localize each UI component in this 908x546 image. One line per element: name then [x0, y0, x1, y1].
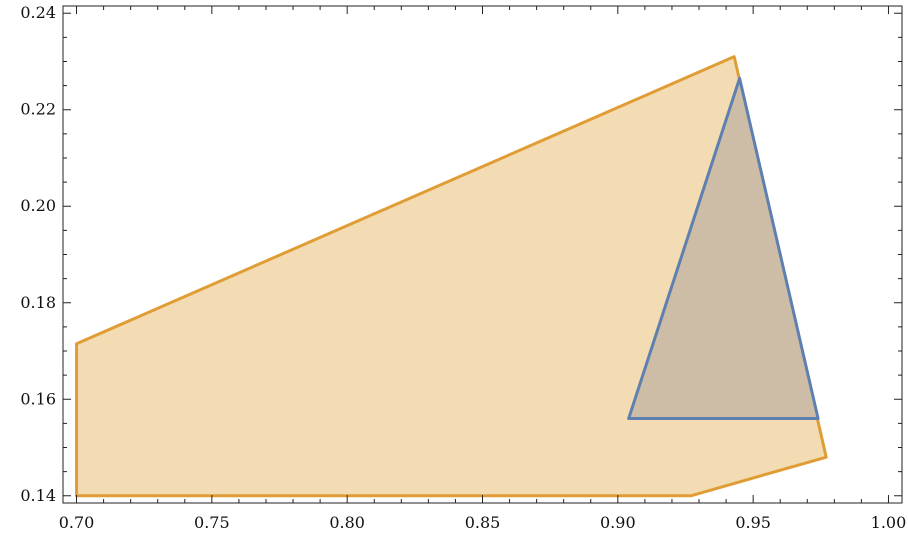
x-tick-label: 0.80 [329, 513, 365, 532]
y-tick-label: 0.16 [20, 389, 56, 408]
x-tick-label: 0.95 [735, 513, 771, 532]
y-tick-label: 0.18 [20, 293, 56, 312]
axis-ticks [63, 6, 902, 503]
x-tick-label: 1.00 [871, 513, 907, 532]
plot-polygons [75, 55, 828, 498]
y-tick-label: 0.14 [20, 486, 56, 505]
y-axis-tick-labels: 0.14 0.16 0.18 0.20 0.22 0.24 [20, 3, 56, 505]
series-1-region [627, 76, 820, 421]
x-axis-tick-labels: 0.70 0.75 0.80 0.85 0.90 0.95 1.00 [59, 513, 907, 532]
x-tick-label: 0.85 [465, 513, 501, 532]
y-tick-label: 0.24 [20, 3, 56, 22]
y-tick-label: 0.22 [20, 100, 56, 119]
y-tick-label: 0.20 [20, 196, 56, 215]
x-tick-label: 0.90 [600, 513, 636, 532]
x-tick-label: 0.75 [194, 513, 230, 532]
x-tick-label: 0.70 [59, 513, 95, 532]
